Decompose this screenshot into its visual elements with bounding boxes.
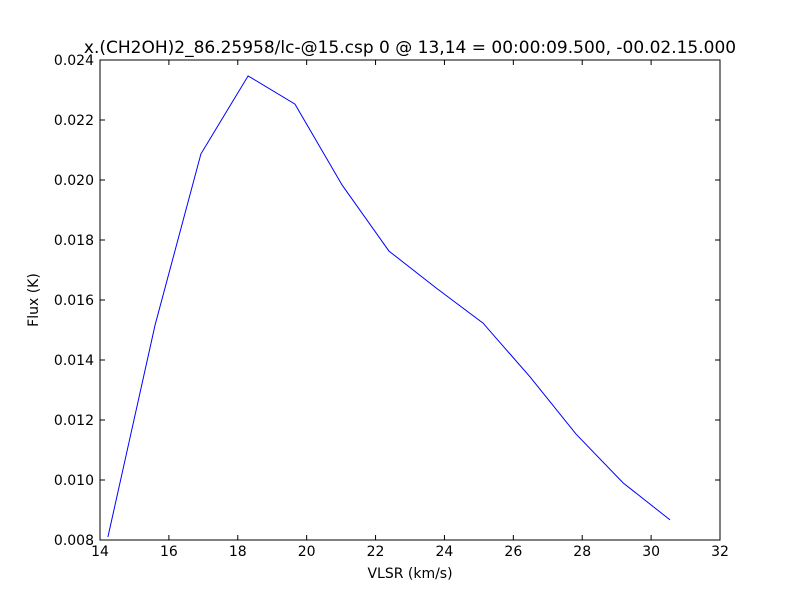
y-tick-label: 0.024 <box>54 53 94 69</box>
y-tick-label: 0.010 <box>54 473 94 489</box>
y-tick-label: 0.014 <box>54 353 94 369</box>
y-axis-label: Flux (K) <box>26 273 42 327</box>
plot-frame <box>99 59 721 541</box>
x-tick-label: 14 <box>91 544 109 560</box>
x-tick-label: 32 <box>711 544 729 560</box>
x-tick-label: 22 <box>367 544 385 560</box>
x-tick-label: 20 <box>298 544 316 560</box>
x-tick-label: 28 <box>573 544 591 560</box>
y-tick-label: 0.016 <box>54 293 94 309</box>
y-tick-label: 0.018 <box>54 233 94 249</box>
y-tick-label: 0.020 <box>54 173 94 189</box>
y-tick-label: 0.008 <box>54 533 94 549</box>
x-tick-label: 26 <box>504 544 522 560</box>
y-tick-label: 0.022 <box>54 113 94 129</box>
x-axis-label: VLSR (km/s) <box>367 566 452 582</box>
data-line <box>107 75 671 538</box>
x-tick-label: 24 <box>436 544 454 560</box>
y-tick-label: 0.012 <box>54 413 94 429</box>
x-tick-label: 18 <box>229 544 247 560</box>
x-tick-label: 16 <box>160 544 178 560</box>
chart-title: x.(CH2OH)2_86.25958/lc-@15.csp 0 @ 13,14… <box>84 38 736 58</box>
x-tick-label: 30 <box>642 544 660 560</box>
